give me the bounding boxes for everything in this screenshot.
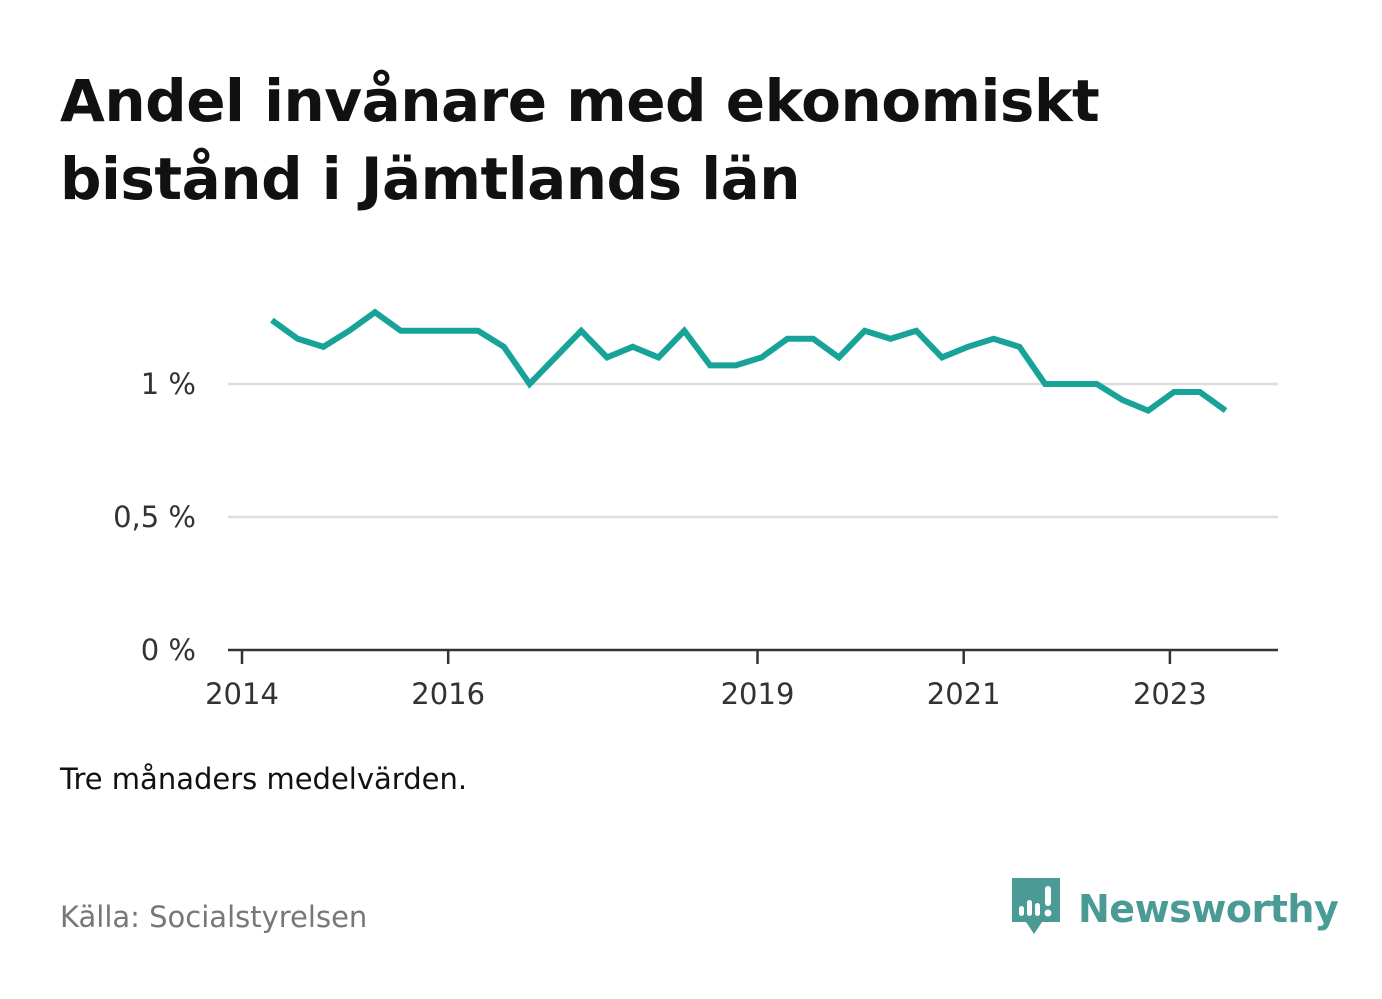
y-tick-label: 0 % (141, 633, 196, 667)
x-tick-label: 2021 (927, 677, 1001, 711)
bar-chart-speech-bubble-icon (1012, 878, 1060, 934)
chart-note: Tre månaders medelvärden. (60, 762, 468, 796)
tick-labels: 0 % 0,5 % 1 % 2014 2016 2019 2021 2023 (113, 367, 1207, 711)
gridlines (228, 382, 1278, 519)
x-tick-label: 2023 (1133, 677, 1207, 711)
source-credit: Källa: Socialstyrelsen (60, 900, 368, 934)
y-tick-label: 0,5 % (113, 500, 196, 534)
y-tick-label: 1 % (141, 367, 196, 401)
x-tick-label: 2016 (411, 677, 485, 711)
series-layer (270, 308, 1228, 415)
x-tick-label: 2014 (205, 677, 279, 711)
chart-title-line-1: Andel invånare med ekonomiskt (60, 67, 1100, 135)
brand-logo[interactable]: Newsworthy (1012, 878, 1339, 940)
series-line (270, 308, 1228, 415)
chart-title-line-2: bistånd i Jämtlands län (60, 145, 801, 213)
x-tick-label: 2019 (721, 677, 795, 711)
brand-name: Newsworthy (1078, 887, 1339, 931)
x-axis (228, 648, 1278, 664)
chart-title: Andel invånare med ekonomiskt bistånd i … (60, 62, 1310, 218)
